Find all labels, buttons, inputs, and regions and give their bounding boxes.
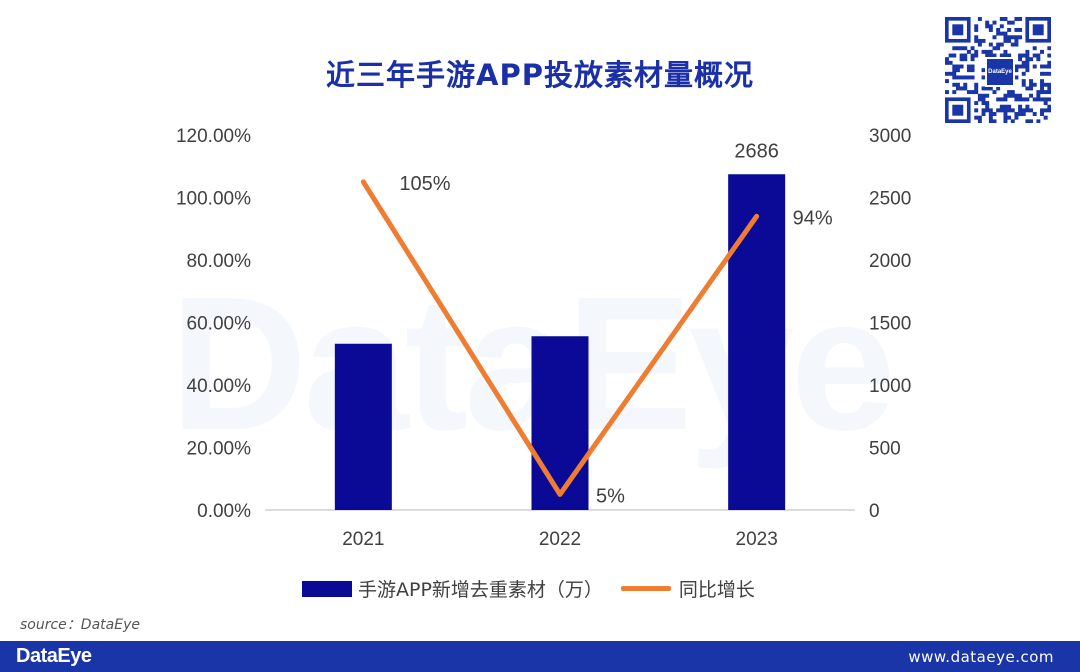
- line-data-label: 5%: [596, 485, 625, 507]
- x-axis-tick-label: 2023: [736, 529, 778, 550]
- x-axis-tick-label: 2022: [539, 529, 581, 550]
- footer-url[interactable]: www.dataeye.com: [908, 647, 1054, 666]
- right-axis-tick-label: 500: [869, 439, 901, 460]
- legend: 手游APP新增去重素材（万） 同比增长: [302, 575, 773, 602]
- left-axis-tick-label: 60.00%: [187, 314, 252, 335]
- legend-line-swatch: [620, 586, 671, 591]
- bar-data-label: 2686: [734, 140, 779, 162]
- right-axis-tick-label: 1000: [869, 376, 911, 397]
- left-axis-tick-label: 120.00%: [176, 126, 251, 147]
- legend-bar-label: 手游APP新增去重素材（万）: [358, 579, 603, 601]
- left-axis-tick-label: 80.00%: [187, 251, 252, 272]
- bar: [728, 174, 786, 510]
- right-axis-tick-label: 3000: [869, 126, 911, 147]
- right-axis-tick-label: 2000: [869, 251, 911, 272]
- legend-item-line: 同比增长: [620, 575, 755, 602]
- source-note: source：DataEye: [20, 617, 140, 633]
- qr-code-pattern: [945, 17, 1052, 124]
- left-axis-tick-label: 100.00%: [176, 189, 251, 210]
- right-axis-tick-label: 0: [869, 501, 880, 522]
- chart-title: 近三年手游APP投放素材量概况: [326, 58, 754, 92]
- x-axis-tick-label: 2021: [342, 529, 384, 550]
- right-axis-tick-label: 1500: [869, 314, 911, 335]
- footer-bar: DataEye www.dataeye.com: [0, 641, 1080, 672]
- left-axis-tick-label: 40.00%: [187, 376, 252, 397]
- legend-item-bar: 手游APP新增去重素材（万）: [302, 575, 603, 602]
- line-data-label: 105%: [399, 173, 450, 195]
- left-axis-tick-label: 0.00%: [197, 501, 251, 522]
- footer-brand-logo[interactable]: DataEye: [16, 645, 92, 667]
- qr-logo: DataEye: [985, 57, 1015, 87]
- legend-bar-swatch: [302, 580, 352, 597]
- left-axis-tick-label: 20.00%: [187, 439, 252, 460]
- bar: [334, 343, 392, 510]
- legend-line-label: 同比增长: [678, 579, 755, 601]
- right-axis-tick-label: 2500: [869, 189, 911, 210]
- qr-code[interactable]: DataEye: [945, 17, 1052, 124]
- bar: [531, 336, 589, 510]
- line-data-label: 94%: [793, 207, 833, 229]
